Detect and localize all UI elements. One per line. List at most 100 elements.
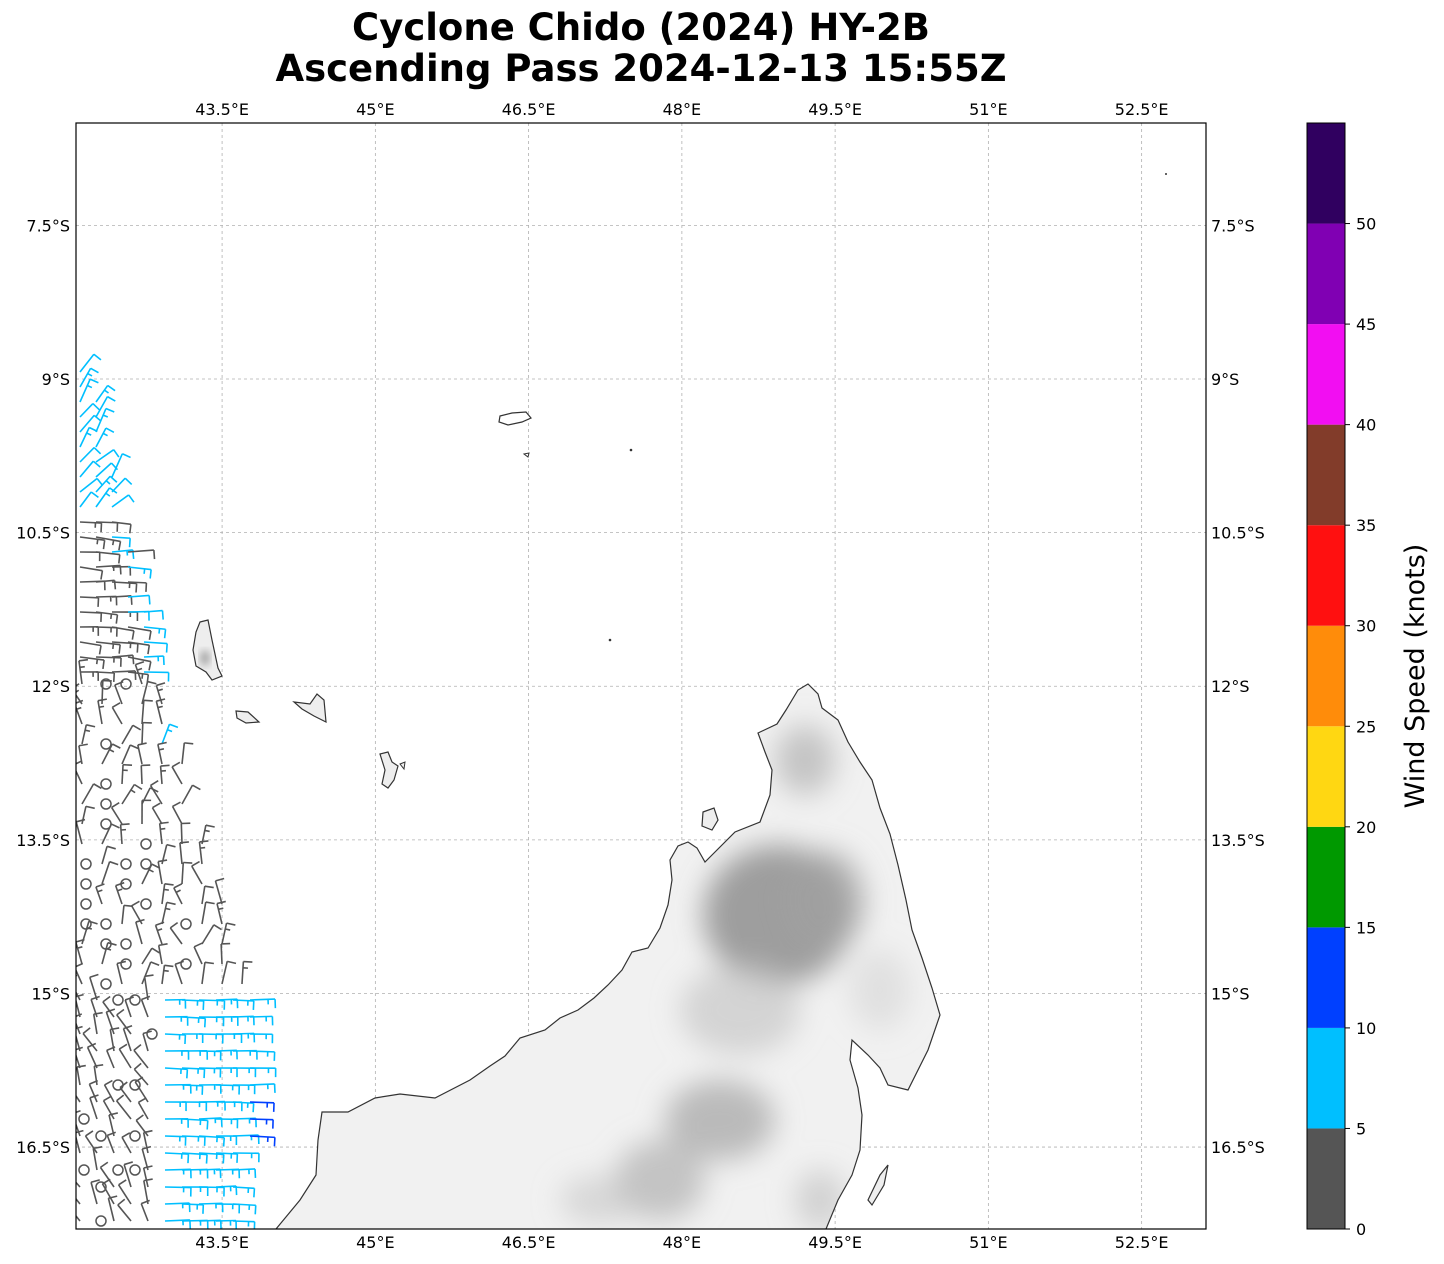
wind-barb: [161, 901, 176, 925]
wind-barb: [142, 1030, 152, 1052]
wind-barb: [79, 536, 106, 550]
lon-label-top: 51°E: [969, 100, 1007, 119]
wind-barb: [122, 1025, 133, 1052]
wind-barb: [79, 521, 103, 533]
wind-barb: [164, 1067, 189, 1079]
mayotte-island: [379, 751, 399, 789]
wind-barb: [84, 1130, 98, 1154]
wind-barb: [232, 1203, 257, 1215]
wind-barb: [232, 999, 255, 1010]
moheli-island: [235, 710, 261, 724]
wind-barb: [79, 596, 100, 607]
wind-barb: [111, 565, 132, 576]
wind-barb: [142, 1129, 153, 1154]
cosmoledo-islet: [608, 638, 612, 642]
wind-barb: [111, 536, 131, 548]
anjouan-island: [292, 693, 327, 724]
wind-barb: [76, 938, 85, 965]
wind-barb: [117, 1179, 132, 1205]
wind-barb: [123, 1161, 133, 1188]
calm-wind-marker: [80, 898, 92, 910]
wind-barb: [216, 900, 226, 925]
wind-barb: [143, 609, 164, 620]
wind-barb: [137, 1097, 149, 1120]
wind-barb: [141, 961, 160, 985]
grande-comore-island: [192, 619, 223, 681]
wind-barb: [79, 426, 98, 448]
wind-barb: [121, 763, 133, 785]
lon-label-bottom: 48°E: [663, 1233, 701, 1252]
lat-label-right: 7.5°S: [1211, 216, 1255, 235]
wind-barb: [127, 656, 152, 671]
wind-barb: [159, 764, 170, 785]
colorbar-bin: [1307, 424, 1345, 526]
wind-barb: [79, 378, 99, 403]
wind-barb: [181, 1016, 207, 1028]
wind-barb: [76, 1214, 81, 1222]
colorbar-tick-label: 50: [1356, 215, 1376, 234]
wind-barb: [78, 658, 89, 685]
colorbar-bin: [1307, 223, 1345, 325]
wind-barb: [111, 626, 135, 640]
wind-barb: [135, 918, 145, 945]
wind-barb: [127, 566, 152, 579]
wind-barb: [164, 1033, 187, 1045]
wind-barb: [181, 784, 201, 805]
wind-barb: [232, 1220, 256, 1229]
wind-barb: [198, 1152, 225, 1164]
wind-barb: [95, 641, 121, 654]
wind-barb: [198, 1135, 226, 1147]
wind-barb: [101, 743, 121, 765]
wind-barb: [201, 961, 214, 985]
colorbar-tick-label: 40: [1356, 416, 1376, 435]
lon-label-top: 49.5°E: [808, 100, 862, 119]
wind-barb: [76, 1064, 86, 1086]
wind-barb: [157, 741, 167, 765]
wind-barb: [249, 1050, 276, 1061]
calm-wind-marker: [120, 678, 132, 690]
wind-barb: [127, 626, 152, 640]
wind-barb: [249, 1135, 276, 1147]
wind-barb: [119, 823, 130, 845]
wind-barb: [201, 885, 214, 905]
wind-barb: [161, 964, 174, 985]
astove-islet: [629, 448, 633, 452]
wind-barb: [95, 407, 115, 433]
wind-barb: [143, 1178, 153, 1205]
wind-barb: [111, 477, 133, 493]
wind-barb: [191, 860, 203, 885]
wind-barb: [119, 1081, 132, 1103]
wind-barb: [198, 840, 209, 865]
calm-wind-marker: [100, 918, 112, 930]
colorbar-tick-label: 30: [1356, 617, 1376, 636]
calm-wind-marker: [78, 1164, 90, 1176]
calm-wind-marker: [140, 898, 152, 910]
wind-barb: [101, 1178, 115, 1205]
wind-barb: [99, 1161, 115, 1188]
wind-barb: [134, 661, 145, 685]
wind-barb: [141, 680, 157, 705]
lat-labels-left: 7.5°S 9°S 10.5°S 12°S 13.5°S 15°S 16.5°S: [16, 216, 70, 1157]
wind-barb: [76, 818, 86, 845]
wind-barb: [76, 699, 84, 725]
wind-barb: [95, 883, 105, 905]
wind-barb: [81, 724, 96, 745]
calm-wind-marker: [129, 994, 141, 1006]
wind-barb: [232, 1152, 260, 1163]
wind-barb: [155, 682, 166, 705]
wind-barb: [201, 901, 215, 925]
wind-barb: [101, 823, 120, 845]
wind-barb: [88, 1079, 98, 1103]
wind-barb: [249, 1033, 274, 1044]
wind-barb: [155, 698, 166, 725]
wind-barb: [101, 845, 116, 865]
calm-wind-marker: [100, 798, 112, 810]
lat-label-left: 7.5°S: [26, 216, 70, 235]
wind-barb: [116, 960, 127, 985]
wind-barb: [92, 1011, 103, 1035]
lon-label-bottom: 51°E: [969, 1233, 1007, 1252]
wind-barb: [79, 626, 100, 636]
wind-barb: [169, 921, 183, 945]
wind-barb: [90, 1179, 100, 1205]
